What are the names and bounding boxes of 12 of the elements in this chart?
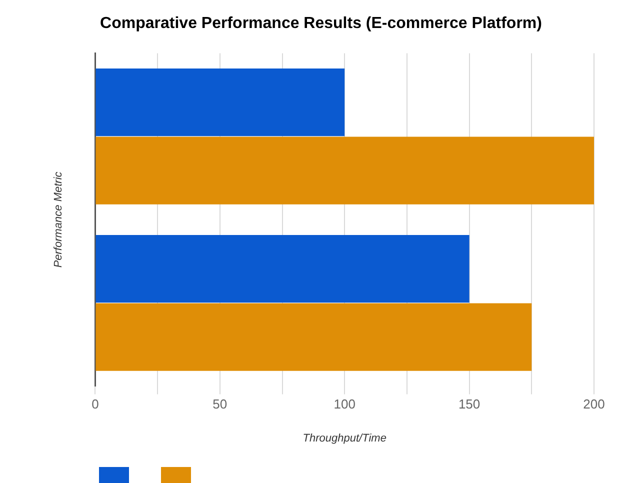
bar <box>96 68 345 136</box>
x-tick-label: 200 <box>583 396 605 412</box>
bar <box>96 235 470 303</box>
x-axis-title: Throughput/Time <box>302 432 386 444</box>
x-tick-label: 0 <box>92 396 99 412</box>
chart-title: Comparative Performance Results (E-commerce Platform) <box>100 15 542 32</box>
bar <box>96 136 594 204</box>
x-tick-label: 100 <box>334 396 356 412</box>
bar <box>96 303 532 371</box>
x-tick-label: 50 <box>212 396 228 412</box>
y-axis-title: Performance Metric <box>52 171 65 268</box>
x-tick-label: 150 <box>458 396 480 412</box>
